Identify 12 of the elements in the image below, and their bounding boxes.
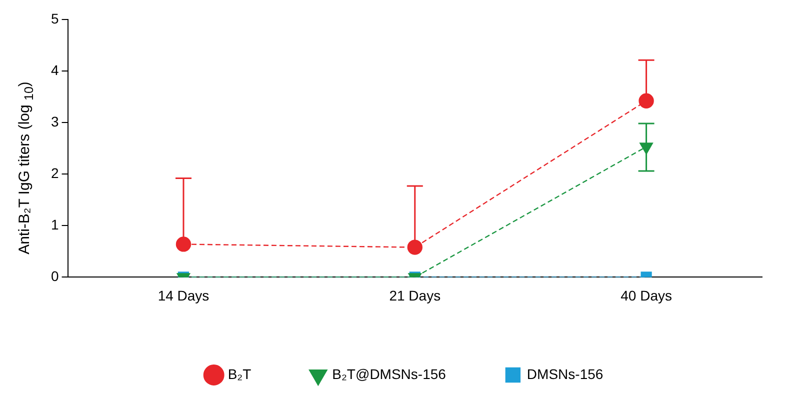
legend-label: DMSNs-156 bbox=[526, 366, 604, 382]
y-tick-label: 5 bbox=[50, 10, 59, 26]
x-tick-label: 21 Days bbox=[389, 287, 441, 304]
y-tick-label: 3 bbox=[50, 113, 59, 130]
y-tick-label: 4 bbox=[50, 62, 59, 78]
y-tick-label: 1 bbox=[50, 216, 59, 232]
y-tick-label: 2 bbox=[50, 164, 59, 181]
legend-label: B₂T@DMSNs-156 bbox=[332, 366, 446, 382]
y-tick-label: 0 bbox=[50, 268, 59, 284]
legend-label: B₂T bbox=[228, 366, 252, 382]
x-tick-label: 14 Days bbox=[158, 287, 210, 304]
x-tick-label: 40 Days bbox=[620, 287, 672, 304]
